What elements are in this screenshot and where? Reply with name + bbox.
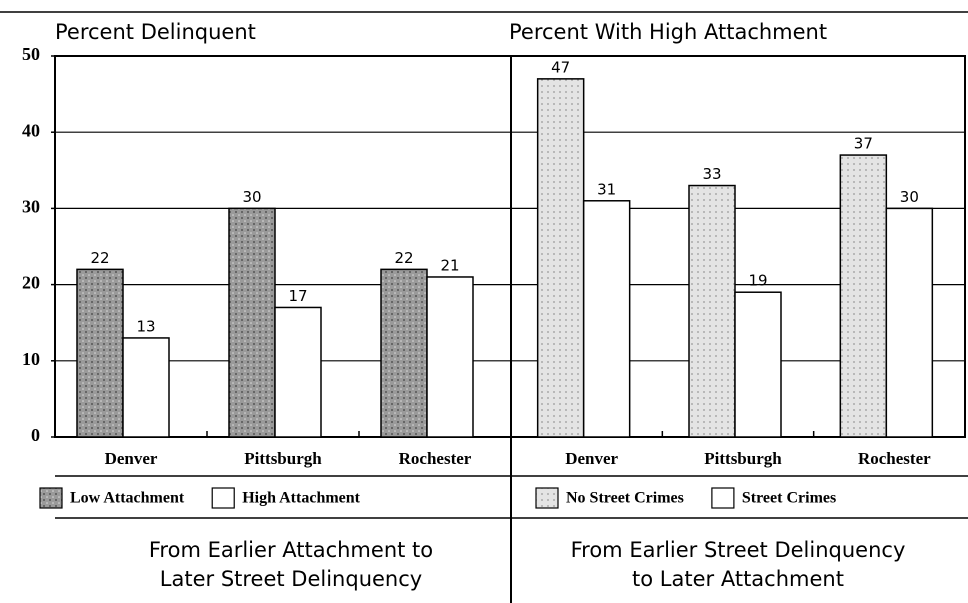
value-label: 37 (854, 135, 873, 153)
bar (734, 291, 782, 438)
x-tick-label: Pittsburgh (244, 449, 322, 468)
panel-title: Percent Delinquent (55, 20, 256, 44)
caption: Later Street Delinquency (160, 567, 422, 591)
value-label: 13 (136, 317, 155, 335)
value-label: 30 (900, 188, 919, 206)
caption: to Later Attachment (632, 567, 844, 591)
bar (274, 306, 322, 438)
bar (380, 268, 428, 438)
legend-swatch (39, 487, 63, 509)
x-tick-label: Rochester (399, 449, 472, 468)
panel-title: Percent With High Attachment (509, 20, 827, 44)
bar (582, 200, 631, 438)
y-tick-label: 50 (22, 44, 40, 64)
caption: From Earlier Street Delinquency (571, 538, 906, 562)
bar (536, 78, 585, 438)
legend-swatch (535, 487, 559, 509)
value-label: 17 (288, 287, 307, 305)
bar (839, 154, 888, 438)
bar (426, 276, 474, 438)
value-label: 47 (551, 58, 570, 76)
y-tick-label: 30 (22, 197, 40, 217)
legend-swatch (711, 487, 735, 509)
y-tick-label: 10 (22, 349, 40, 369)
bar (688, 184, 736, 438)
value-label: 31 (597, 180, 616, 198)
bar (885, 207, 934, 438)
legend-label: Low Attachment (70, 490, 185, 507)
x-tick-label: Pittsburgh (704, 449, 782, 468)
x-tick-label: Denver (565, 449, 618, 468)
y-tick-label: 20 (22, 273, 40, 293)
value-label: 22 (394, 249, 413, 267)
legend-label: Street Crimes (742, 490, 836, 507)
caption: From Earlier Attachment to (149, 538, 433, 562)
bar (122, 337, 170, 438)
value-label: 21 (440, 256, 459, 274)
value-label: 30 (242, 188, 261, 206)
value-label: 19 (748, 272, 767, 290)
y-tick-label: 40 (22, 120, 40, 140)
bar (76, 268, 124, 438)
x-tick-label: Rochester (858, 449, 931, 468)
value-label: 33 (702, 165, 721, 183)
y-tick-label: 0 (31, 425, 40, 445)
x-tick-label: Denver (105, 449, 158, 468)
legend-label: No Street Crimes (566, 490, 684, 507)
value-label: 22 (90, 249, 109, 267)
bar (228, 207, 276, 438)
legend-swatch (211, 487, 235, 509)
legend-label: High Attachment (242, 490, 360, 507)
